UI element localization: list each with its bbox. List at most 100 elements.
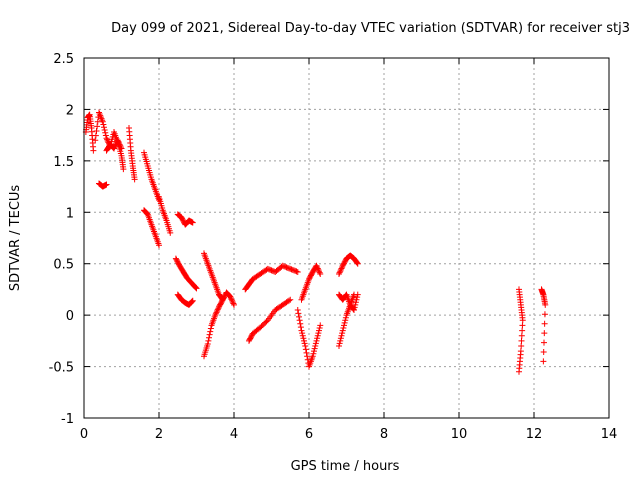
data-point bbox=[342, 317, 349, 324]
data-point bbox=[315, 330, 322, 337]
data-point bbox=[317, 322, 324, 329]
data-point bbox=[300, 335, 307, 342]
series-segment bbox=[126, 124, 138, 183]
data-point bbox=[296, 317, 303, 324]
data-point bbox=[227, 293, 234, 300]
data-point bbox=[299, 330, 306, 337]
data-point bbox=[336, 269, 343, 276]
data-point bbox=[351, 304, 358, 311]
series-segment bbox=[96, 180, 110, 190]
data-point bbox=[228, 296, 235, 303]
data-point bbox=[215, 305, 222, 312]
data-point bbox=[102, 132, 109, 139]
data-point bbox=[167, 229, 174, 236]
data-point bbox=[354, 259, 361, 266]
x-tick-label: 14 bbox=[601, 427, 618, 442]
data-point bbox=[316, 268, 322, 275]
data-point bbox=[351, 307, 357, 313]
data-point bbox=[313, 262, 320, 269]
grid-lines bbox=[84, 58, 609, 418]
data-point bbox=[302, 343, 309, 349]
data-point bbox=[192, 284, 199, 291]
data-point bbox=[316, 325, 323, 331]
data-point bbox=[339, 330, 346, 337]
data-point bbox=[352, 299, 359, 306]
data-point bbox=[336, 271, 342, 277]
data-point bbox=[311, 345, 318, 352]
series-segment bbox=[174, 211, 196, 228]
series-segment bbox=[174, 291, 196, 308]
data-point bbox=[286, 297, 292, 304]
data-point bbox=[337, 335, 344, 342]
data-point bbox=[519, 317, 526, 324]
series-segment bbox=[216, 289, 237, 308]
data-point bbox=[214, 308, 221, 315]
data-point bbox=[230, 300, 237, 307]
data-point bbox=[341, 322, 347, 329]
data-point bbox=[111, 144, 118, 151]
data-point bbox=[156, 242, 162, 249]
data-point bbox=[131, 176, 138, 183]
data-point bbox=[104, 137, 111, 144]
data-point bbox=[143, 209, 150, 216]
series-segment bbox=[246, 296, 294, 344]
data-point bbox=[339, 327, 346, 334]
series-segment bbox=[242, 262, 301, 293]
y-tick-label: 1 bbox=[66, 206, 74, 221]
data-point bbox=[314, 264, 321, 271]
data-point bbox=[296, 313, 302, 320]
data-point bbox=[111, 145, 117, 152]
y-tick-label: 2.5 bbox=[53, 52, 74, 67]
data-point bbox=[287, 296, 294, 303]
data-point bbox=[312, 340, 319, 347]
data-point bbox=[338, 265, 345, 272]
data-point bbox=[299, 332, 306, 339]
data-point bbox=[540, 349, 547, 355]
data-point bbox=[303, 349, 310, 356]
data-point bbox=[207, 328, 214, 335]
data-point bbox=[293, 268, 300, 275]
data-point bbox=[301, 337, 307, 344]
data-point bbox=[94, 123, 101, 130]
data-point bbox=[117, 142, 124, 149]
data-point bbox=[297, 320, 304, 327]
data-point bbox=[314, 335, 321, 342]
data-point bbox=[310, 350, 317, 357]
data-point bbox=[102, 129, 109, 136]
data-point bbox=[114, 137, 121, 144]
data-point bbox=[204, 340, 211, 347]
data-point bbox=[352, 301, 359, 308]
y-tick-label: -0.5 bbox=[49, 361, 74, 376]
series-segment bbox=[156, 193, 174, 236]
data-point bbox=[342, 314, 349, 321]
y-tick-label: 0.5 bbox=[53, 258, 74, 273]
data-point bbox=[92, 137, 99, 144]
data-point bbox=[206, 334, 212, 341]
series-segment bbox=[103, 137, 125, 154]
x-tick-label: 0 bbox=[80, 427, 88, 442]
data-point bbox=[116, 140, 122, 147]
series-segment bbox=[516, 286, 526, 375]
data-point bbox=[313, 337, 320, 344]
x-axis-label: GPS time / hours bbox=[291, 459, 400, 474]
data-point bbox=[189, 297, 196, 304]
data-point bbox=[541, 339, 547, 346]
data-point bbox=[115, 138, 122, 145]
data-point bbox=[336, 340, 343, 347]
series-segment bbox=[141, 207, 162, 249]
x-tick-label: 4 bbox=[230, 427, 238, 442]
data-point bbox=[542, 301, 549, 308]
data-point bbox=[297, 324, 304, 331]
data-point bbox=[229, 299, 236, 306]
data-point bbox=[541, 311, 548, 318]
data-point bbox=[188, 299, 195, 306]
data-point bbox=[212, 312, 219, 319]
data-point bbox=[93, 128, 100, 135]
series-segment bbox=[298, 262, 324, 303]
series-segment bbox=[336, 291, 361, 313]
data-point bbox=[354, 294, 361, 301]
data-point bbox=[213, 309, 220, 316]
x-tick-label: 10 bbox=[451, 427, 468, 442]
data-point bbox=[193, 285, 200, 292]
